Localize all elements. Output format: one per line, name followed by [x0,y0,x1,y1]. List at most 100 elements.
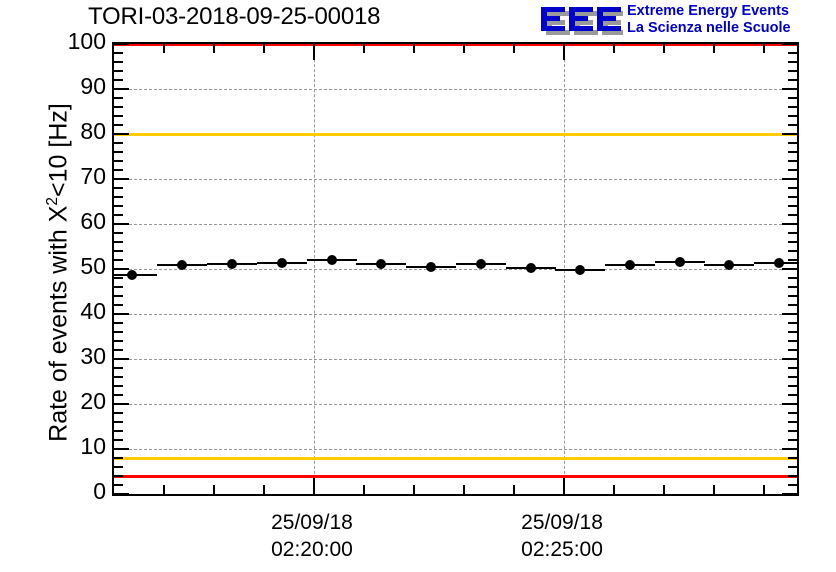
y-axis-tick-major [114,88,129,90]
gridline-horizontal [114,179,797,180]
y-axis-tick-label: 30 [80,343,106,369]
gridline-horizontal [114,89,797,90]
y-axis-tick-minor [114,250,123,252]
x-axis-tick-minor [362,485,365,494]
y-axis-tick-major [114,403,129,405]
y-axis-tick-minor [788,52,797,54]
y-axis-tick-minor [788,340,797,342]
y-axis-tick-minor [788,241,797,243]
gridline-horizontal [114,449,797,450]
x-axis-tick-minor [613,485,616,494]
gridline-horizontal [114,404,797,405]
y-axis-tick-minor [114,97,123,99]
y-axis-tick-major [782,178,797,180]
y-axis-tick-minor [788,61,797,63]
plot-frame [112,42,799,496]
y-axis-tick-minor [788,376,797,378]
y-axis-tick-minor [788,466,797,468]
y-axis-tick-minor [788,79,797,81]
y-axis-tick-minor [788,421,797,423]
x-axis-tick-minor [162,485,165,494]
x-axis-tick-minor [463,485,465,494]
y-axis-tick-minor [788,295,797,297]
y-axis-tick-minor [114,367,123,369]
y-axis-tick-minor [788,187,797,189]
y-axis-tick-minor [788,97,797,99]
y-axis-tick-minor [114,421,123,423]
data-point-marker [227,258,237,269]
y-axis-tick-minor [788,70,797,72]
y-axis-tick-major [782,493,797,494]
y-axis-tick-minor [114,322,123,324]
y-axis-tick-minor [788,367,797,369]
y-axis-tick-major [782,448,797,450]
y-axis-tick-label: 10 [80,433,106,459]
y-axis-tick-minor [788,286,797,288]
x-axis-tick-minor [663,485,666,494]
x-axis-tick-minor [513,485,516,494]
y-axis-tick-minor [114,304,123,306]
y-axis-tick-minor [114,286,123,288]
threshold-line-lower-alarm [114,474,797,478]
y-axis-tick-minor [788,169,797,171]
data-point-marker [127,269,137,280]
x-axis-tick-minor [613,44,616,53]
x-axis-tick-minor [713,44,716,53]
threshold-line-upper-warning [114,132,797,136]
x-axis-tick-minor [513,44,516,53]
x-axis-tick-label-date: 25/09/18 [521,511,603,534]
y-axis-tick-minor [788,304,797,306]
x-axis-tick-minor [362,44,365,53]
x-axis-tick-label: 25/09/18 02:25:00 [521,509,603,563]
y-axis-tick-minor [788,394,797,396]
x-axis-tick-minor [162,44,165,53]
y-axis-tick-minor [788,457,797,459]
y-axis-tick-minor [114,115,123,117]
x-axis-tick-major [312,478,315,494]
data-point-marker [526,263,536,274]
y-axis-tick-minor [114,124,123,126]
eee-logo-text: Extreme Energy Events La Scienza nelle S… [627,3,791,37]
y-axis-tick-minor [114,61,123,63]
y-axis-tick-label: 70 [80,163,106,189]
y-axis-tick-minor [114,385,123,387]
x-axis-tick-minor [212,485,215,494]
eee-logo-line2: La Scienza nelle Scuole [627,20,791,36]
x-axis-tick-minor [663,44,666,53]
y-axis-tick-minor [114,196,123,198]
y-axis-tick-minor [788,331,797,333]
y-axis-tick-minor [788,412,797,414]
y-axis-tick-minor [114,412,123,414]
y-axis-tick-minor [114,232,123,234]
threshold-line-lower-warning [114,456,797,460]
y-axis-tick-minor [114,214,123,216]
y-axis-tick-major [782,88,797,90]
eee-logo: Extreme Energy Events La Scienza nelle S… [537,2,835,42]
y-axis-tick-minor [114,295,123,297]
y-axis-tick-minor [788,124,797,126]
y-axis-tick-label: 80 [80,118,106,144]
y-axis-tick-minor [788,484,797,486]
x-axis-tick-label-time: 02:20:00 [271,538,353,561]
data-point-marker [327,254,337,265]
y-axis-tick-minor [114,106,123,108]
y-axis-tick-minor [788,142,797,144]
y-axis-tick-major [782,268,797,270]
y-axis-tick-minor [788,160,797,162]
y-axis-tick-minor [114,79,123,81]
x-axis-tick-minor [763,485,766,494]
data-point-marker [426,261,436,272]
y-axis-tick-major [114,178,129,180]
y-axis-tick-major [114,493,129,494]
x-axis-tick-minor [713,485,716,494]
y-axis-tick-minor [114,277,123,279]
page-title: TORI-03-2018-09-25-00018 [88,3,381,30]
data-point-marker [177,259,187,270]
y-axis-tick-minor [114,349,123,351]
y-axis-tick-label: 20 [80,388,106,414]
y-axis-tick-major [782,358,797,360]
x-axis-tick-minor [463,44,465,53]
y-axis-tick-label: 100 [67,28,106,54]
data-point-marker [277,257,287,268]
y-axis-tick-label: 90 [80,73,106,99]
